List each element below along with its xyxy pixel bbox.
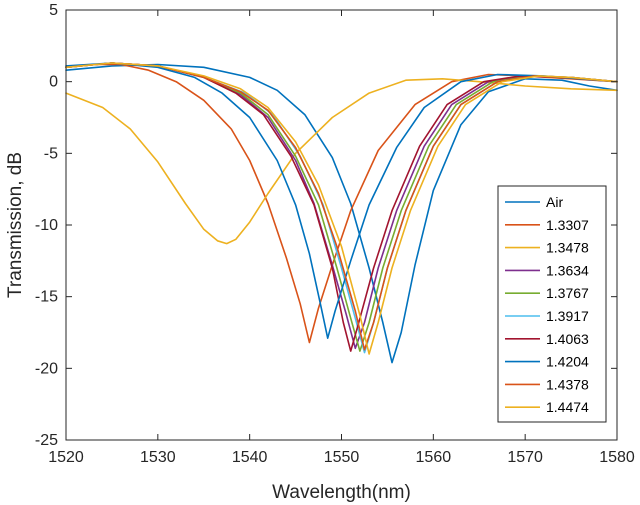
series-line: [65, 63, 618, 364]
series-line: [65, 78, 618, 245]
x-tick-label: 1520: [48, 449, 84, 466]
series-line: [65, 62, 618, 355]
y-tick-label: -25: [35, 432, 58, 449]
legend-entry: Air: [546, 194, 563, 210]
series-group: [65, 62, 618, 364]
y-tick-label: -15: [35, 289, 58, 306]
x-tick-label: 1550: [324, 449, 360, 466]
x-tick-label: 1560: [416, 449, 452, 466]
y-tick-label: 5: [49, 2, 58, 19]
legend-entry: 1.4474: [546, 399, 589, 415]
legend-entry: 1.3634: [546, 262, 589, 278]
x-tick-label: 1540: [232, 449, 268, 466]
x-tick-label: 1570: [507, 449, 543, 466]
legend-entry: 1.4063: [546, 331, 589, 347]
x-tick-label: 1530: [140, 449, 176, 466]
legend-entry: 1.4378: [546, 376, 589, 392]
legend-entry: 1.3767: [546, 285, 589, 301]
series-line: [65, 62, 618, 340]
y-tick-label: -5: [44, 145, 58, 162]
legend-entry: 1.3478: [546, 240, 589, 256]
legend-entry: 1.4204: [546, 354, 589, 370]
axis-ticks: [65, 9, 618, 441]
y-axis-label: Transmission, dB: [5, 152, 26, 298]
y-tick-label: -20: [35, 360, 58, 377]
series-line: [65, 63, 618, 344]
y-tick-labels: 5 0 -5 -10 -15 -20 -25: [35, 2, 58, 449]
legend-entry: 1.3917: [546, 308, 589, 324]
legend-entry: 1.3307: [546, 217, 589, 233]
legend: Air 1.3307 1.3478 1.3634 1.3767 1.3917 1.4063 1…: [497, 185, 607, 423]
x-tick-label: 1580: [599, 449, 635, 466]
x-axis-label: Wavelength(nm): [272, 482, 411, 503]
y-tick-label: -10: [35, 217, 58, 234]
y-tick-label: 0: [49, 74, 58, 91]
x-tick-labels: 1520 1530 1540 1550 1560 1570 1580: [48, 449, 635, 466]
series-line: [65, 62, 618, 351]
